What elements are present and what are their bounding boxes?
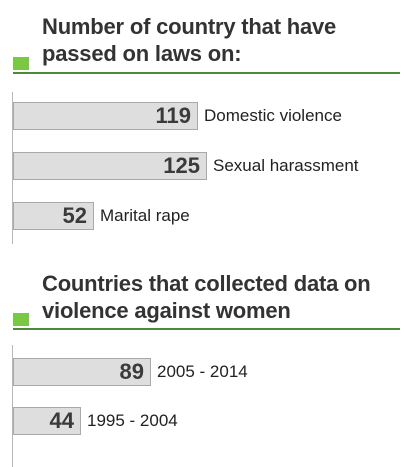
data-bar-value-1: 89 — [119, 359, 144, 384]
data-title-rule — [13, 328, 400, 330]
data-bar-value-2: 44 — [49, 408, 74, 433]
data-chart-title: Countries that collected data on violenc… — [42, 271, 371, 323]
laws-bar-1: 119 — [13, 102, 198, 130]
laws-bar-2: 125 — [13, 152, 207, 180]
laws-title-accent — [13, 57, 29, 70]
laws-bar-value-1: 119 — [155, 103, 192, 128]
laws-axis-line — [12, 92, 13, 244]
laws-chart-title: Number of country that have passed on la… — [42, 14, 337, 66]
data-axis-line — [12, 345, 13, 467]
laws-bar-value-2: 125 — [163, 153, 200, 178]
laws-bar-label-2: Sexual harassment — [213, 156, 359, 175]
laws-title-rule — [13, 72, 400, 74]
data-bar-2: 44 — [13, 407, 81, 435]
data-bar-label-1: 2005 - 2014 — [157, 362, 248, 381]
laws-bar-3: 52 — [13, 202, 94, 230]
data-bar-1: 89 — [13, 358, 151, 386]
laws-bar-value-3: 52 — [62, 203, 87, 228]
laws-bar-label-1: Domestic violence — [204, 106, 342, 125]
data-bar-label-2: 1995 - 2004 — [87, 411, 178, 430]
laws-bar-label-3: Marital rape — [100, 206, 190, 225]
data-title-accent — [13, 313, 29, 326]
